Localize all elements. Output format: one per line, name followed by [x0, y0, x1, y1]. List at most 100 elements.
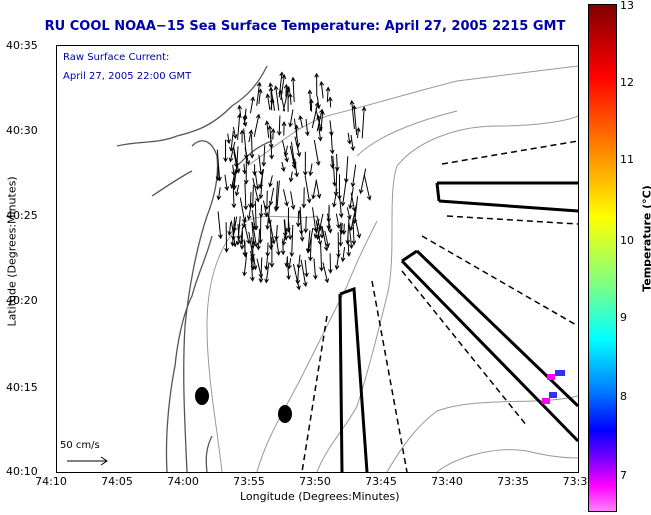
arrow-icon [275, 237, 281, 256]
arrow-icon [248, 192, 253, 209]
arrow-icon [289, 145, 297, 170]
y-tick-label: 40:30 [6, 124, 38, 137]
arrow-icon [314, 72, 319, 97]
arrow-icon [340, 177, 348, 207]
lane-boundary [401, 270, 528, 427]
buoy-marker [278, 405, 292, 423]
scale-arrow [67, 456, 108, 466]
arrow-icon [349, 99, 355, 129]
arrow-icon [328, 253, 333, 274]
arrow-icon [326, 207, 332, 231]
x-tick-label: 73:55 [233, 475, 265, 488]
temperature-colorbar [588, 4, 617, 512]
arrow-icon [256, 228, 261, 251]
arrow-icon [350, 164, 357, 188]
arrow-icon [258, 215, 263, 244]
coastline [116, 65, 268, 147]
lane-boundary [446, 215, 578, 225]
arrow-icon [264, 190, 270, 211]
arrow-icon [321, 226, 329, 252]
arrow-icon [244, 224, 251, 245]
arrow-icon [283, 189, 289, 207]
arrow-icon [265, 204, 271, 230]
arrow-icon [294, 158, 299, 178]
arrow-icon [292, 263, 301, 291]
arrow-icon [258, 204, 264, 218]
map-svg [67, 65, 578, 472]
arrow-icon [315, 220, 323, 246]
lane-boundary [301, 315, 328, 472]
bathymetry-contour [206, 215, 318, 472]
arrow-icon [264, 262, 270, 284]
arrow-icon [353, 213, 362, 239]
arrow-icon [327, 96, 333, 108]
arrow-icon [351, 218, 357, 246]
arrow-icon [306, 227, 314, 254]
arrow-icon [251, 221, 256, 246]
sst-pixel [547, 374, 555, 380]
bathymetry-contour [256, 220, 378, 472]
arrow-icon [301, 187, 307, 209]
arrow-icon [296, 254, 302, 270]
arrow-icon [231, 180, 237, 209]
arrow-icon [231, 161, 238, 191]
bathymetry-contour [386, 395, 578, 472]
x-tick-label: 73:50 [299, 475, 331, 488]
arrow-icon [236, 223, 242, 241]
map-panel[interactable] [56, 45, 579, 473]
arrow-icon [217, 211, 223, 240]
arrow-icon [252, 177, 260, 203]
arrow-icon [316, 108, 324, 132]
arrow-icon [268, 187, 275, 206]
colorbar-tick: 12 [620, 76, 634, 89]
arrow-icon [216, 187, 222, 201]
buoy-marker [195, 387, 209, 405]
arrow-icon [258, 154, 264, 176]
arrow-icon [335, 213, 341, 230]
arrow-icon [237, 104, 243, 117]
coastline [236, 140, 273, 167]
arrow-icon [325, 86, 331, 103]
coastline [183, 140, 219, 472]
arrow-icon [290, 191, 296, 211]
arrow-icon [338, 191, 344, 219]
arrow-icon [283, 83, 289, 97]
arrow-icon [334, 250, 340, 271]
arrow-icon [250, 96, 255, 114]
arrow-icon [298, 114, 303, 128]
arrow-icon [302, 151, 308, 177]
current-vectors [215, 71, 372, 291]
arrow-icon [264, 120, 270, 139]
arrow-icon [241, 216, 247, 229]
arrow-icon [243, 182, 249, 211]
arrow-icon [268, 86, 274, 111]
shipping-lane [400, 249, 578, 443]
coastline [165, 235, 213, 472]
arrow-icon [285, 88, 291, 112]
colorbar-tick: 8 [620, 390, 627, 403]
arrow-icon [338, 222, 344, 247]
arrow-icon [253, 200, 259, 231]
arrow-icon [290, 76, 296, 103]
arrow-icon [286, 257, 291, 281]
arrow-icon [340, 247, 346, 263]
colorbar-tick: 11 [620, 153, 634, 166]
colorbar-tick: 10 [620, 234, 634, 247]
arrow-icon [309, 98, 314, 112]
arrow-icon [298, 206, 304, 235]
colorbar-tick: 13 [620, 0, 634, 12]
arrow-icon [254, 171, 260, 191]
bathymetry-contour [436, 449, 578, 472]
arrow-icon [233, 146, 241, 174]
arrow-icon [304, 118, 310, 137]
arrow-icon [235, 216, 241, 246]
arrow-icon [288, 109, 294, 128]
arrow-icon [224, 174, 230, 192]
arrow-icon [250, 184, 256, 209]
bathymetry-contour [316, 115, 578, 472]
arrow-icon [345, 217, 351, 245]
arrow-icon [270, 128, 276, 140]
arrow-icon [313, 139, 321, 167]
arrow-icon [249, 134, 255, 159]
x-tick-label: 74:05 [101, 475, 133, 488]
